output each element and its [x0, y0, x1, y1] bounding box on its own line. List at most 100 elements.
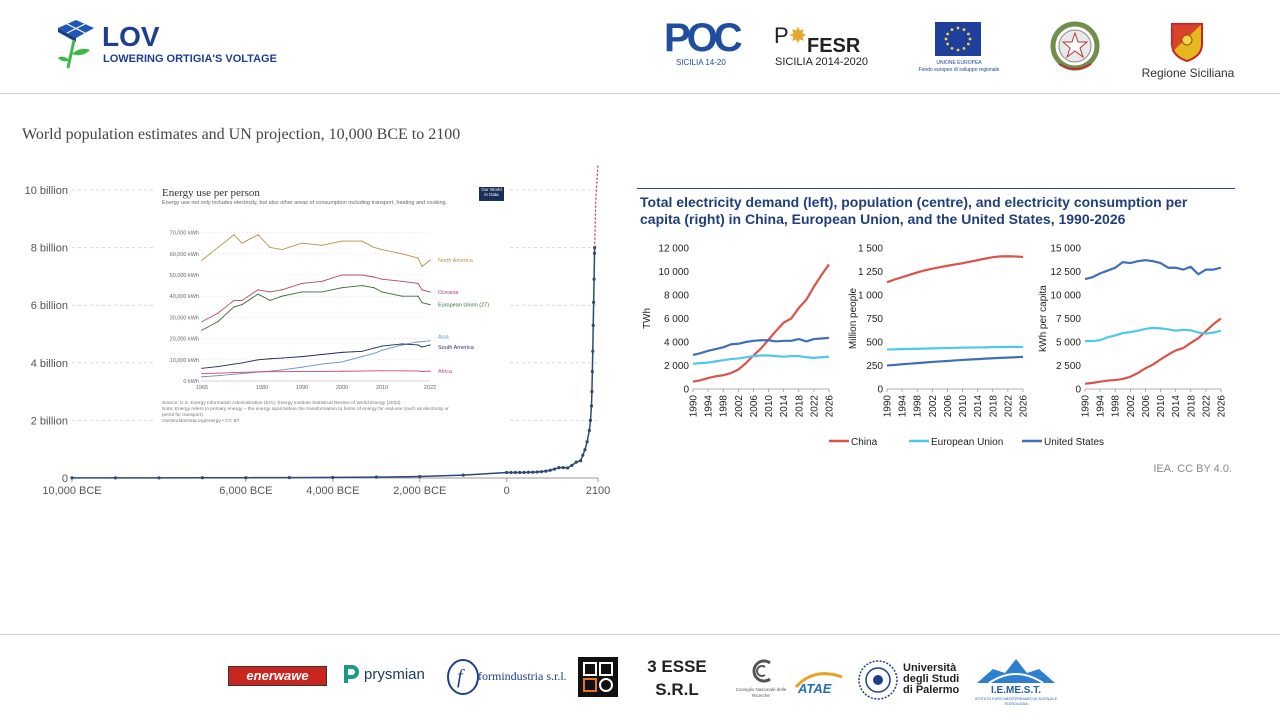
apeo-logo-icon: [578, 657, 618, 697]
energy-data-point: [417, 295, 419, 297]
brand-name: LOV: [102, 21, 160, 52]
pop-x-tick-label: 10,000 BCE: [42, 485, 101, 497]
iea-y-tick-label: 1 250: [858, 267, 883, 278]
iea-y-tick-label: 6 000: [664, 314, 689, 325]
pop-data-point: [552, 467, 557, 471]
iea-x-tick-label: 2010: [958, 395, 969, 418]
cnr-logo-icon: [752, 659, 771, 683]
iea-x-tick-label: 2014: [779, 395, 790, 418]
energy-y-tick-label: 70,000 kWh: [170, 231, 199, 237]
energy-data-point: [321, 244, 323, 246]
pop-x-tick-label: 6,000 BCE: [219, 485, 272, 497]
energy-data-point: [401, 295, 403, 297]
energy-data-point: [321, 291, 323, 293]
unipa-seal-icon: [858, 660, 898, 700]
energy-data-point: [201, 329, 203, 331]
energy-x-tick-label: 1965: [196, 385, 208, 391]
iea-series-line: [1085, 326, 1222, 343]
energy-x-tick-label: 1980: [256, 385, 268, 391]
pop-data-point: [526, 470, 531, 474]
energy-data-point: [201, 372, 203, 375]
energy-series-line: [201, 370, 431, 375]
iea-series-line: [692, 354, 830, 365]
iea-x-tick-label: 1998: [1111, 395, 1122, 418]
prysmian-logo: prysmian: [364, 666, 425, 683]
iea-series-line: [886, 355, 1024, 367]
pop-x-tick-label: 2,000 BCE: [393, 485, 446, 497]
iea-y-tick-label: 15 000: [1050, 244, 1081, 255]
energy-y-tick-label: 40,000 kWh: [170, 294, 199, 300]
pop-data-point: [574, 460, 578, 464]
iea-series-line: [886, 345, 1024, 351]
energy-data-point: [361, 370, 363, 372]
pop-y-tick-label: 4 billion: [31, 358, 68, 370]
energy-data-point: [373, 287, 375, 289]
pop-data-point: [535, 470, 539, 474]
energy-data-point: [321, 370, 323, 373]
energy-data-point: [217, 375, 219, 377]
pop-y-tick-label: 10 billion: [25, 185, 68, 197]
iea-y-tick-label: 0: [877, 385, 883, 396]
energy-data-point: [217, 372, 219, 374]
energy-y-tick-label: 30,000 kWh: [170, 315, 199, 321]
energy-data-point: [381, 345, 383, 347]
iea-y-tick-label: 0: [1075, 385, 1081, 396]
iea-y-tick-label: 1 000: [858, 291, 883, 302]
energy-data-point: [301, 282, 303, 285]
energy-data-point: [201, 376, 203, 378]
iea-x-tick-label: 2006: [1141, 395, 1152, 418]
pop-data-point: [581, 453, 585, 457]
population-caption: World population estimates and UN projec…: [22, 126, 461, 143]
brand-tagline: LOWERING ORTIGIA'S VOLTAGE: [103, 53, 277, 65]
iea-y-tick-label: 250: [866, 361, 883, 372]
energy-data-point: [361, 240, 363, 242]
pop-data-point: [565, 466, 570, 470]
partner-swoosh-logo-icon: ATAE: [794, 672, 843, 696]
pop-data-point: [592, 300, 596, 304]
pop-data-point: [157, 476, 161, 480]
pop-data-point: [561, 466, 565, 470]
energy-data-point: [401, 370, 403, 372]
energy-data-point: [233, 371, 235, 374]
energy-data-point: [361, 350, 363, 352]
energy-data-point: [341, 240, 343, 242]
three-esse-logo-line2: S.R.L: [655, 680, 699, 699]
energy-data-point: [421, 370, 423, 373]
formindustria-logo: formindustria s.r.l.: [478, 669, 567, 683]
pop-data-point: [518, 470, 522, 475]
energy-inset-chart: 70,000 kWh 60,000 kWh 50,000 kWh 40,000 kWh…: [170, 231, 490, 391]
iea-y-tick-label: 1 500: [858, 244, 883, 255]
energy-inset-url: OurWorldInData.org/energy • CC BY: [162, 419, 240, 424]
energy-data-point: [361, 356, 363, 358]
iea-x-tick-label: 2026: [1217, 395, 1228, 418]
iea-x-tick-label: 2006: [749, 395, 760, 418]
pop-y-tick-label: 2 billion: [31, 415, 68, 427]
iea-x-tick-label: 2002: [1126, 395, 1137, 418]
energy-y-tick-label: 10,000 kWh: [170, 358, 199, 364]
energy-inset-note: Note: Energy refers to primary energy – …: [162, 407, 449, 418]
energy-data-point: [201, 367, 203, 369]
energy-data-point: [417, 341, 419, 343]
iea-y-axis-label: TWh: [642, 308, 653, 329]
energy-data-point: [257, 359, 259, 361]
pop-data-point: [374, 475, 378, 479]
energy-data-point: [281, 289, 283, 291]
iea-y-tick-label: 7 500: [1056, 314, 1081, 325]
regione-siciliana-logo: Regione Siciliana: [1138, 22, 1238, 80]
iea-y-tick-label: 2 000: [664, 361, 689, 372]
iea-title: Total electricity demand (left), populat…: [640, 194, 1188, 227]
energy-series-label: North America: [438, 258, 474, 264]
energy-inset-panel: Energy use per person Energy use not onl…: [155, 182, 508, 432]
energy-data-point: [241, 371, 243, 373]
three-esse-logo-line1: 3 ESSE: [647, 657, 707, 676]
unipa-logo-line3: di Palermo: [903, 684, 960, 696]
energy-data-point: [381, 370, 383, 372]
iea-y-axis-label: Million people: [848, 287, 859, 349]
energy-data-point: [301, 291, 303, 293]
iemest-logo-subtext: ISTITUTO EURO MEDITERRANEO DI SCIENZA E …: [975, 697, 1057, 706]
energy-data-point: [241, 304, 243, 306]
iea-y-tick-label: 10 000: [1050, 291, 1081, 302]
iea-series-line: [692, 336, 830, 356]
iea-y-tick-label: 12 000: [658, 244, 689, 255]
energy-data-point: [341, 370, 343, 372]
